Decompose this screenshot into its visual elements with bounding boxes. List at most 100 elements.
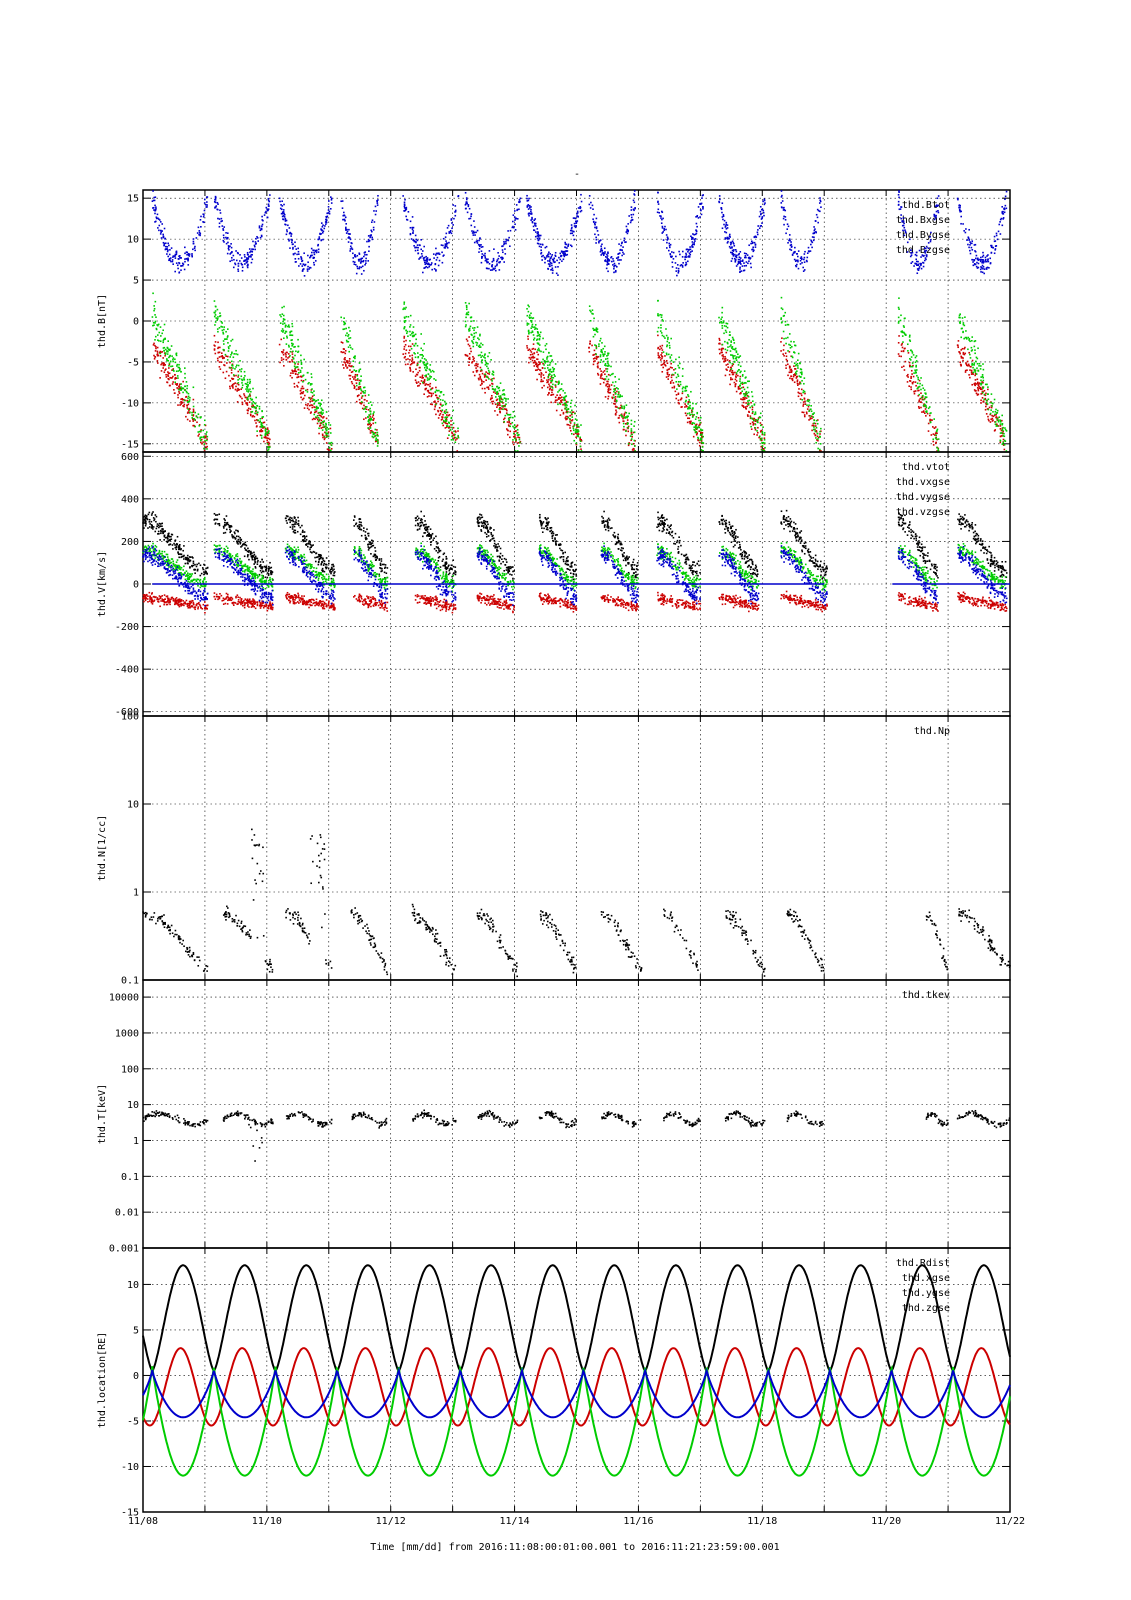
data-point-Bzgse bbox=[530, 212, 533, 215]
data-point-Bzgse bbox=[184, 246, 186, 249]
data-point-Bxgse bbox=[259, 430, 261, 433]
data-point-Bxgse bbox=[560, 400, 562, 402]
data-point-Bxgse bbox=[444, 427, 447, 429]
data-point-Bygse bbox=[604, 378, 607, 380]
data-point-Bxgse bbox=[623, 413, 626, 415]
data-point-Bxgse bbox=[314, 406, 316, 409]
data-point-Bygse bbox=[799, 371, 802, 374]
data-point-Bzgse bbox=[168, 259, 170, 262]
data-point-Bygse bbox=[417, 356, 420, 358]
data-point-Bxgse bbox=[692, 435, 695, 438]
data-point-Bygse bbox=[783, 314, 786, 317]
data-point-Bxgse bbox=[311, 395, 314, 398]
data-point-Bxgse bbox=[541, 386, 543, 389]
data-point-Bxgse bbox=[453, 437, 455, 440]
data-point-Bygse bbox=[223, 328, 225, 331]
data-point-Bygse bbox=[761, 432, 764, 435]
data-point-Bxgse bbox=[749, 422, 752, 425]
data-point-Bygse bbox=[444, 400, 446, 403]
data-point-Bxgse bbox=[496, 414, 499, 416]
data-point-Bygse bbox=[977, 347, 979, 350]
data-point-Bygse bbox=[981, 375, 984, 378]
data-point-Bygse bbox=[188, 400, 191, 403]
data-point-Bxgse bbox=[782, 349, 785, 351]
data-point-Bzgse bbox=[979, 260, 982, 263]
data-point-Bzgse bbox=[757, 225, 760, 227]
data-point-Bygse bbox=[741, 390, 744, 393]
data-point-Bxgse bbox=[910, 386, 912, 388]
data-point-Bxgse bbox=[417, 371, 419, 374]
data-point-Bxgse bbox=[436, 396, 438, 399]
data-point-Bygse bbox=[359, 368, 362, 370]
data-point-Bzgse bbox=[613, 264, 616, 267]
data-point-Bygse bbox=[311, 391, 314, 394]
data-point-Bzgse bbox=[547, 253, 550, 255]
data-point-Bxgse bbox=[737, 388, 740, 390]
data-point-Bygse bbox=[732, 338, 735, 341]
data-point-Bygse bbox=[503, 389, 505, 391]
data-point-Bzgse bbox=[784, 218, 787, 221]
data-point-Bzgse bbox=[368, 239, 371, 242]
data-point-Bygse bbox=[700, 429, 702, 432]
data-point-Bxgse bbox=[167, 371, 169, 373]
data-point-Bygse bbox=[374, 434, 377, 437]
data-point-Bzgse bbox=[473, 231, 476, 234]
data-point-Bygse bbox=[426, 379, 429, 381]
data-point-Bzgse bbox=[356, 254, 359, 257]
data-point-Bygse bbox=[291, 334, 294, 337]
data-point-Bxgse bbox=[754, 418, 757, 421]
data-point-Bxgse bbox=[249, 408, 252, 410]
data-point-Bxgse bbox=[978, 385, 980, 388]
data-point-Bygse bbox=[230, 352, 233, 355]
data-point-Bygse bbox=[754, 413, 757, 415]
data-point-Bzgse bbox=[349, 248, 352, 250]
data-point-Bxgse bbox=[326, 448, 329, 450]
data-point-Bygse bbox=[898, 297, 900, 299]
data-point-Bygse bbox=[154, 339, 156, 341]
data-point-Bygse bbox=[738, 368, 740, 371]
data-point-Bxgse bbox=[807, 398, 809, 401]
data-point-Bxgse bbox=[180, 400, 182, 403]
data-point-Bxgse bbox=[919, 397, 922, 400]
data-point-Bxgse bbox=[911, 381, 914, 384]
data-point-Bzgse bbox=[794, 260, 797, 263]
data-point-Bygse bbox=[915, 360, 918, 362]
data-point-Bygse bbox=[289, 331, 291, 333]
data-point-Bygse bbox=[367, 415, 369, 418]
data-point-Bxgse bbox=[285, 354, 287, 356]
data-point-Bygse bbox=[600, 350, 602, 353]
data-point-Bzgse bbox=[665, 228, 667, 231]
data-point-Bygse bbox=[291, 345, 293, 347]
data-point-Bzgse bbox=[579, 206, 582, 209]
data-point-Bxgse bbox=[491, 402, 494, 405]
data-point-Bzgse bbox=[666, 247, 668, 249]
data-point-Bzgse bbox=[320, 222, 323, 224]
data-point-Bxgse bbox=[437, 417, 440, 419]
data-point-Bygse bbox=[809, 408, 812, 411]
data-point-Bxgse bbox=[550, 401, 552, 404]
data-point-Bxgse bbox=[156, 352, 159, 354]
data-point-Bygse bbox=[505, 400, 507, 402]
data-point-Bxgse bbox=[661, 349, 664, 351]
data-point-Bxgse bbox=[294, 368, 296, 370]
data-point-Bzgse bbox=[984, 256, 987, 259]
data-point-Bygse bbox=[468, 329, 471, 332]
data-point-Bxgse bbox=[247, 409, 249, 412]
data-point-Bxgse bbox=[667, 368, 670, 371]
data-point-Bzgse bbox=[739, 268, 741, 270]
data-point-Bxgse bbox=[530, 356, 533, 359]
data-point-Bxgse bbox=[972, 373, 974, 375]
data-point-Bzgse bbox=[697, 206, 700, 208]
data-point-Bygse bbox=[154, 314, 156, 316]
data-point-Bygse bbox=[503, 393, 505, 395]
data-point-Bxgse bbox=[201, 442, 203, 445]
data-point-Bxgse bbox=[218, 356, 221, 358]
data-point-Bzgse bbox=[363, 255, 365, 258]
data-point-Bzgse bbox=[820, 206, 822, 208]
data-point-Bzgse bbox=[722, 213, 725, 216]
data-point-Bygse bbox=[473, 335, 476, 338]
data-point-Bygse bbox=[736, 370, 739, 373]
data-point-Bzgse bbox=[330, 202, 333, 204]
data-point-Bxgse bbox=[502, 402, 504, 404]
data-point-Bzgse bbox=[1005, 190, 1008, 193]
